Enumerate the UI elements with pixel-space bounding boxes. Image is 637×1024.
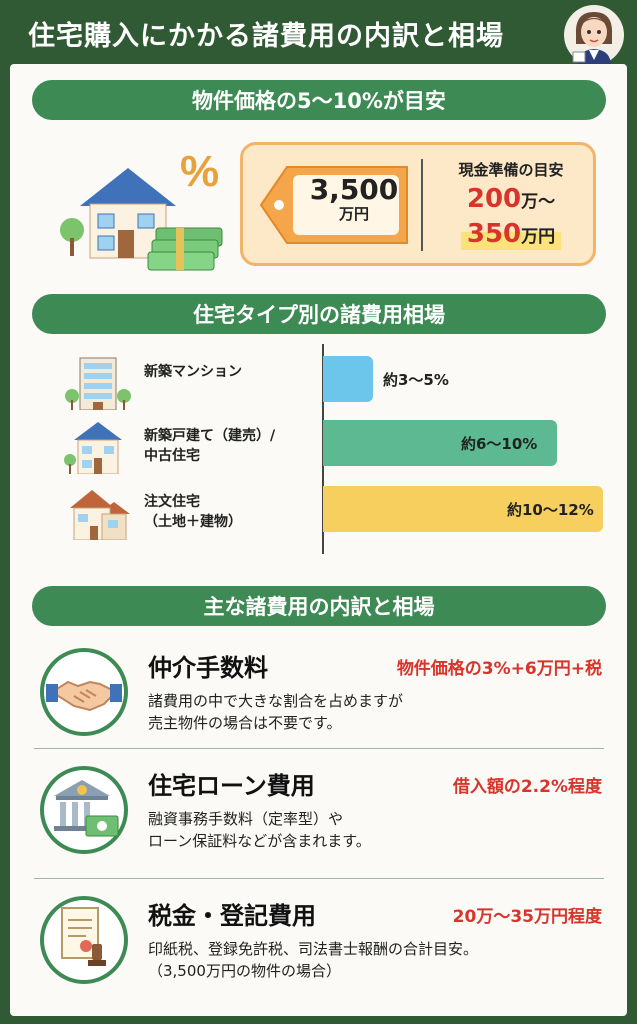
- chart-bar: [323, 356, 373, 402]
- chart-bar-label: 約10〜12%: [507, 501, 594, 519]
- custom-house-icon: [70, 490, 130, 540]
- item-title: 住宅ローン費用: [148, 772, 315, 800]
- item-desc-line: 売主物件の場合は不要です。: [148, 714, 342, 732]
- cost-item-brokerage: 仲介手数料 物件価格の3%+6万円+税 諸費用の中で大きな割合を占めますが 売主…: [30, 642, 610, 752]
- section-heading-breakdown: 主な諸費用の内訳と相場: [32, 586, 606, 626]
- row-label-line: 新築戸建て（建売）/: [144, 428, 276, 444]
- handshake-icon: [46, 680, 122, 712]
- cost-by-type-chart: 新築マンション 新築戸建て（建売）/ 中古住宅 注文住宅 （土地＋建物） 約3〜…: [30, 344, 610, 554]
- item-price: 借入額の2.2%程度: [452, 777, 602, 797]
- item-description: 諸費用の中で大きな割合を占めますが 売主物件の場合は不要です。: [148, 690, 608, 734]
- price-tag-icon: [259, 166, 408, 244]
- row-label-detached: 新築戸建て（建売）/ 中古住宅: [144, 426, 314, 466]
- cash-range: 200万〜 350万円: [433, 183, 589, 253]
- chart-bar-label: 約3〜5%: [383, 371, 449, 389]
- chart-bar: [323, 486, 603, 532]
- row-label-line: 新築マンション: [144, 364, 242, 380]
- page-title: 住宅購入にかかる諸費用の内訳と相場: [28, 21, 504, 52]
- cash-max-unit: 万円: [521, 227, 556, 247]
- chart-bar: [323, 420, 557, 466]
- cash-min: 200: [466, 184, 522, 214]
- item-description: 印紙税、登録免許税、司法書士報酬の合計目安。 （3,500万円の物件の場合）: [148, 938, 608, 982]
- item-price: 20万〜35万円程度: [452, 907, 602, 927]
- cash-max: 350: [466, 219, 522, 249]
- item-desc-line: 諸費用の中で大きな割合を占めますが: [148, 692, 404, 710]
- divider: [34, 748, 604, 749]
- item-desc-line: 融資事務手数料（定率型）や: [148, 810, 344, 828]
- item-icon-frame: [40, 896, 128, 984]
- item-desc-line: （3,500万円の物件の場合）: [148, 962, 341, 980]
- cash-min-line: 200万〜: [433, 183, 589, 218]
- section-heading-guideline: 物件価格の5〜10%が目安: [32, 80, 606, 120]
- row-label-line: 中古住宅: [144, 448, 200, 464]
- item-desc-line: ローン保証料などが含まれます。: [148, 832, 371, 850]
- detached-house-icon: [64, 422, 122, 474]
- row-label-custom: 注文住宅 （土地＋建物）: [144, 492, 314, 532]
- cash-label: 現金準備の目安: [458, 161, 564, 179]
- item-title: 税金・登記費用: [148, 902, 316, 930]
- cash-max-line: 350万円: [460, 218, 562, 253]
- callout-divider: [421, 159, 423, 251]
- apartment-building-icon: [65, 357, 131, 410]
- chart-bar-label: 約6〜10%: [461, 435, 538, 453]
- row-label-line: （土地＋建物）: [144, 514, 242, 530]
- item-description: 融資事務手数料（定率型）や ローン保証料などが含まれます。: [148, 808, 608, 852]
- advisor-avatar-icon: [564, 5, 624, 66]
- document-stamp-icon: [61, 907, 106, 966]
- item-price: 物件価格の3%+6万円+税: [396, 659, 602, 679]
- price-tag-text: 3,500 万円: [299, 173, 409, 224]
- item-icon-frame: [40, 766, 128, 854]
- divider: [34, 878, 604, 879]
- house-money-icon: %: [60, 147, 223, 271]
- price-tag-unit: 万円: [338, 205, 369, 223]
- row-label-mansion: 新築マンション: [144, 362, 314, 382]
- bank-icon: [54, 780, 119, 837]
- cost-item-loan: 住宅ローン費用 借入額の2.2%程度 融資事務手数料（定率型）や ローン保証料な…: [30, 760, 610, 870]
- item-title: 仲介手数料: [148, 654, 268, 682]
- content-panel: 物件価格の5〜10%が目安 % 3,500 万円 現金準備の目安 200万〜 3…: [10, 64, 627, 1016]
- section-heading-by-type: 住宅タイプ別の諸費用相場: [32, 294, 606, 334]
- item-desc-line: 印紙税、登録免許税、司法書士報酬の合計目安。: [148, 940, 479, 958]
- item-icon-frame: [40, 648, 128, 736]
- price-tag-amount: 3,500: [309, 173, 399, 206]
- row-label-line: 注文住宅: [144, 494, 200, 510]
- percent-glyph: %: [180, 147, 219, 196]
- price-callout: 3,500 万円 現金準備の目安 200万〜 350万円: [240, 142, 596, 266]
- cost-item-tax: 税金・登記費用 20万〜35万円程度 印紙税、登録免許税、司法書士報酬の合計目安…: [30, 890, 610, 1010]
- header: 住宅購入にかかる諸費用の内訳と相場: [0, 0, 637, 70]
- cash-min-unit: 万〜: [521, 192, 556, 212]
